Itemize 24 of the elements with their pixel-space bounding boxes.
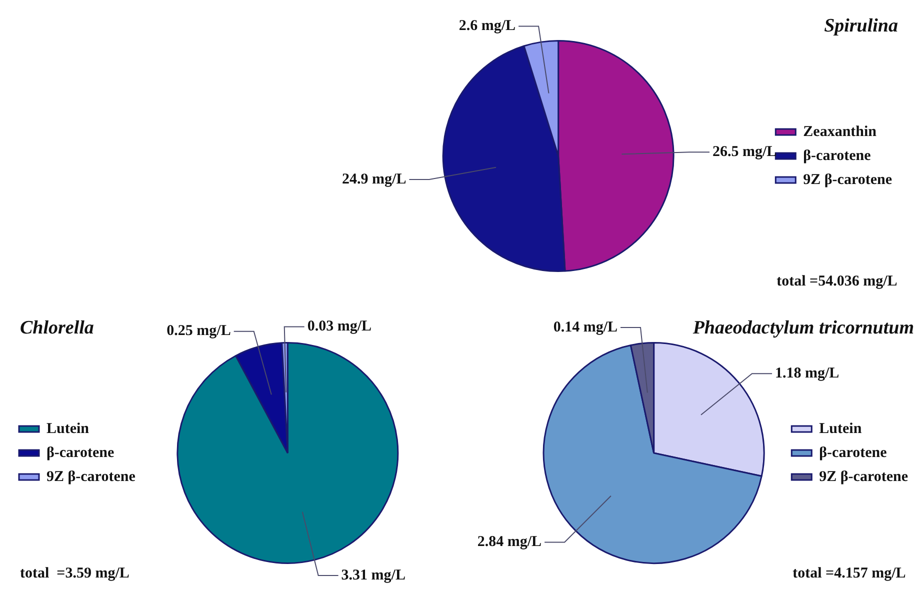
data-label: 1.18 mg/L <box>775 366 840 382</box>
data-label: 24.9 mg/L <box>342 171 406 188</box>
legend-title: Phaeodactylum tricornutum <box>692 317 914 338</box>
legend-label: Lutein <box>819 420 862 437</box>
legend-label: β-carotene <box>803 148 872 164</box>
legend-title: Chlorella <box>20 317 94 338</box>
legend-label: β-carotene <box>819 444 888 461</box>
legend-label: β-carotene <box>46 444 114 461</box>
data-label: 0.03 mg/L <box>307 318 372 335</box>
legend-label: 9Z β-carotene <box>46 468 136 485</box>
data-label: 2.84 mg/L <box>477 534 542 550</box>
data-label: 2.6 mg/L <box>458 18 516 34</box>
legend-title: Spirulina <box>824 15 898 36</box>
legend-label: Lutein <box>46 420 90 437</box>
data-label: 0.14 mg/L <box>553 319 618 336</box>
data-label: 26.5 mg/L <box>712 144 777 160</box>
legend-label: 9Z β-carotene <box>803 172 892 188</box>
legend-label: Zeaxanthin <box>803 124 878 140</box>
legend-label: 9Z β-carotene <box>819 468 908 485</box>
data-label: 0.25 mg/L <box>166 323 231 340</box>
text: total =3.59 mg/L <box>20 565 130 582</box>
data-label: 3.31 mg/L <box>341 567 406 584</box>
text: total =4.157 mg/L <box>792 565 906 582</box>
text: total =54.036 mg/L <box>776 273 898 290</box>
